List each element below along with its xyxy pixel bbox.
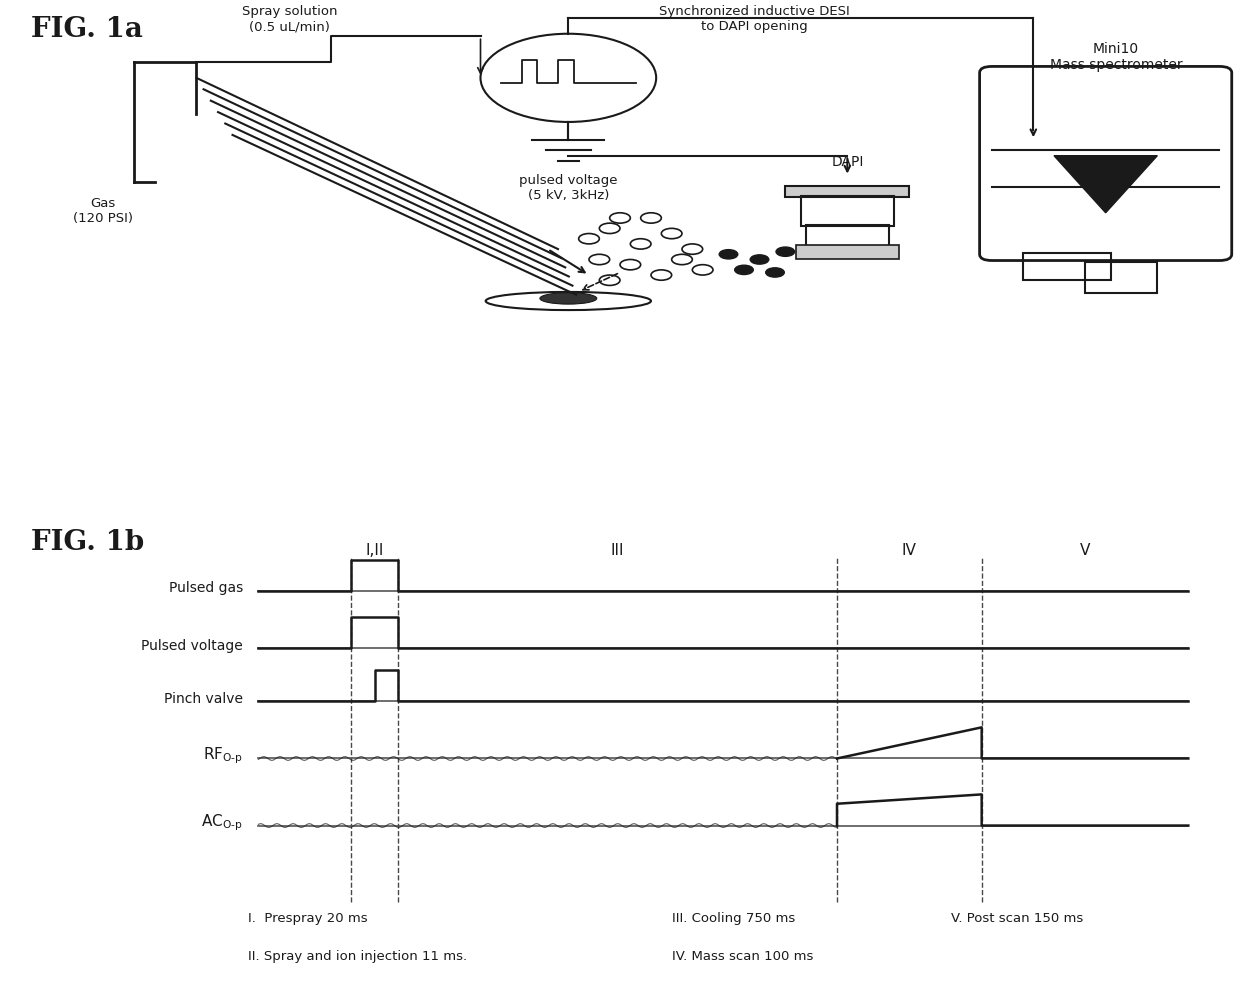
- Text: II. Spray and ion injection 11 ms.: II. Spray and ion injection 11 ms.: [248, 950, 467, 963]
- Circle shape: [766, 267, 784, 277]
- Bar: [1023, 253, 1111, 280]
- Text: pulsed voltage
(5 kV, 3kHz): pulsed voltage (5 kV, 3kHz): [520, 174, 618, 202]
- Bar: [1085, 262, 1157, 293]
- Circle shape: [776, 248, 795, 256]
- Text: III. Cooling 750 ms: III. Cooling 750 ms: [672, 912, 795, 925]
- Text: Spray solution
(0.5 uL/min): Spray solution (0.5 uL/min): [242, 5, 337, 33]
- Polygon shape: [1054, 156, 1157, 213]
- Text: III: III: [610, 543, 624, 558]
- Circle shape: [734, 265, 754, 274]
- Text: DAPI: DAPI: [831, 155, 863, 169]
- Bar: [796, 246, 899, 259]
- Text: Pulsed voltage: Pulsed voltage: [141, 639, 243, 653]
- Text: FIG. 1b: FIG. 1b: [31, 529, 144, 556]
- Circle shape: [750, 254, 769, 264]
- Text: FIG. 1a: FIG. 1a: [31, 16, 143, 43]
- Text: AC$_{\mathregular{O\text{-}p}}$: AC$_{\mathregular{O\text{-}p}}$: [201, 812, 243, 833]
- Bar: [806, 225, 889, 247]
- Text: IV: IV: [901, 543, 916, 558]
- Text: Mini10
Mass spectrometer: Mini10 Mass spectrometer: [1050, 42, 1182, 72]
- Ellipse shape: [539, 292, 596, 304]
- Bar: [785, 186, 909, 198]
- Text: I.  Prespray 20 ms: I. Prespray 20 ms: [248, 912, 367, 925]
- Text: V. Post scan 150 ms: V. Post scan 150 ms: [951, 912, 1083, 925]
- Text: V: V: [1080, 543, 1090, 558]
- Text: IV. Mass scan 100 ms: IV. Mass scan 100 ms: [672, 950, 813, 963]
- Text: RF$_{\mathregular{O\text{-}p}}$: RF$_{\mathregular{O\text{-}p}}$: [203, 746, 243, 766]
- Text: I,II: I,II: [366, 543, 383, 558]
- Text: Synchronized inductive DESI
to DAPI opening: Synchronized inductive DESI to DAPI open…: [658, 5, 849, 33]
- Bar: [801, 196, 894, 226]
- Text: Pulsed gas: Pulsed gas: [169, 582, 243, 596]
- Circle shape: [719, 250, 738, 258]
- Text: Pinch valve: Pinch valve: [164, 692, 243, 706]
- Text: Gas
(120 PSI): Gas (120 PSI): [73, 198, 134, 226]
